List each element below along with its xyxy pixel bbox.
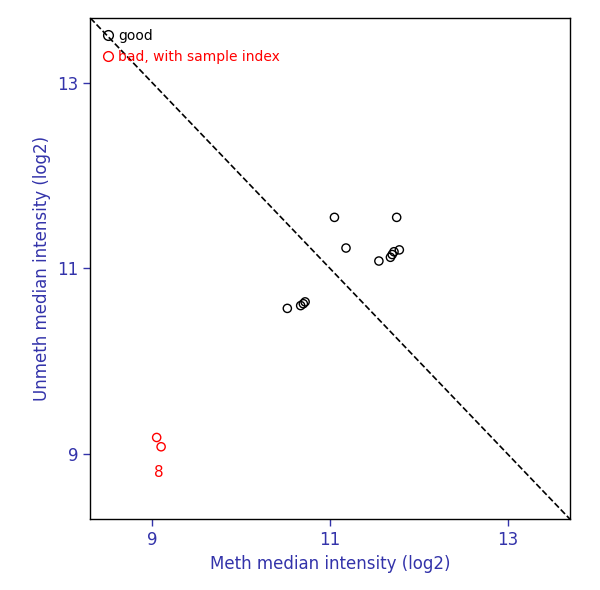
X-axis label: Meth median intensity (log2): Meth median intensity (log2) bbox=[210, 555, 450, 572]
Y-axis label: Unmeth median intensity (log2): Unmeth median intensity (log2) bbox=[34, 136, 52, 401]
Point bbox=[299, 299, 308, 309]
Legend: good, bad, with sample index: good, bad, with sample index bbox=[97, 25, 284, 68]
Point bbox=[301, 297, 310, 307]
Point bbox=[152, 432, 161, 442]
Point bbox=[296, 301, 305, 310]
Point bbox=[157, 442, 166, 451]
Text: 8: 8 bbox=[154, 466, 163, 480]
Point bbox=[329, 212, 339, 222]
Point bbox=[283, 304, 292, 313]
Point bbox=[389, 247, 399, 257]
Point bbox=[341, 243, 351, 253]
Point bbox=[392, 212, 401, 222]
Point bbox=[395, 245, 404, 255]
Point bbox=[388, 250, 397, 259]
Point bbox=[386, 253, 395, 262]
Point bbox=[374, 256, 383, 266]
